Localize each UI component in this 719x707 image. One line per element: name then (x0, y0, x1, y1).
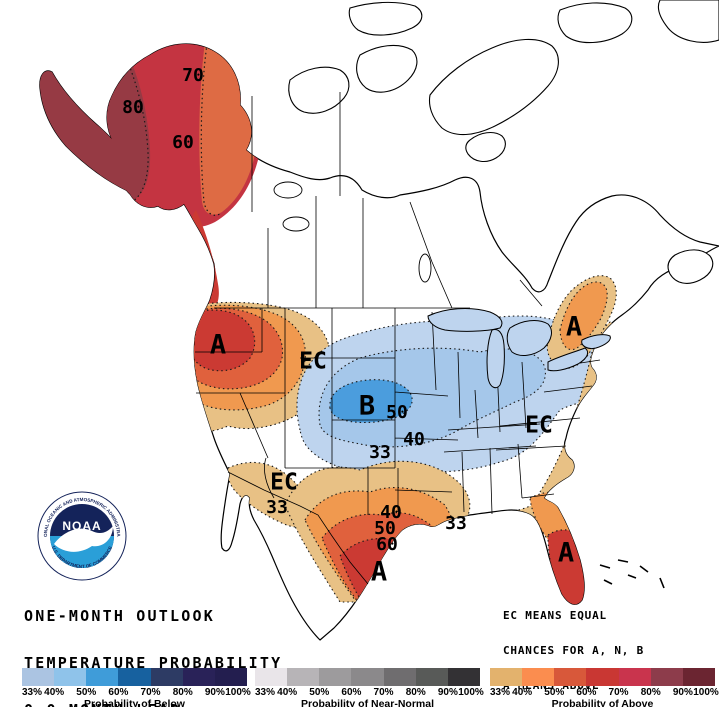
map-label-below-b: B (358, 390, 376, 422)
noaa-logo: NOAA NATIONAL OCEANIC AND ATMOSPHERIC AD… (0, 0, 127, 581)
colorbar-tick: 50% (309, 687, 330, 698)
map-label-ec-west: EC (299, 348, 327, 375)
colorbar-below: 33% 40% 50% 60% 70% 80% 90% 100% Probability of… (21, 664, 251, 707)
map-label-texas-60: 60 (376, 534, 398, 555)
title-block: ONE-MONTH OUTLOOK TEMPERATURE PROBABILIT… (24, 577, 282, 707)
canadian-lakes (273, 181, 432, 283)
map-label-texas-40: 40 (380, 502, 402, 523)
colorbar-below-segments (22, 668, 247, 686)
colorbar-near-normal-segments (255, 668, 480, 686)
colorbar-segment (118, 668, 151, 686)
map-label-center-40: 40 (403, 429, 425, 450)
colorbar-segment (447, 668, 480, 686)
colorbar-segment (618, 668, 651, 686)
title-line-2: TEMPERATURE PROBABILITY (24, 653, 283, 672)
arctic-islands (288, 0, 719, 284)
colorbar-near-normal-ticks: 33% 40% 50% 60% 70% 80% 90% 100% (254, 687, 484, 698)
map-label-florida-a: A (557, 537, 575, 569)
colorbar-tick: 40% (512, 687, 533, 698)
colorbar-segment (214, 668, 247, 686)
noaa-bird-icon (54, 526, 113, 552)
map-label-center-33: 33 (369, 442, 391, 463)
colorbar-tick: 33% (489, 687, 511, 698)
colorbar-tick: 100% (225, 687, 251, 698)
colorbar-segment (86, 668, 119, 686)
map-label-southwest-33: 33 (266, 497, 288, 518)
colorbar-segment (54, 668, 87, 686)
colorbar-above-ticks: 33% 40% 50% 60% 70% 80% 90% 100% (489, 687, 719, 698)
colorbar-segment (682, 668, 715, 686)
noaa-arc-top-text: NATIONAL OCEANIC AND ATMOSPHERIC ADMINIS… (0, 0, 121, 537)
colorbar-segment (150, 668, 183, 686)
colorbar-segment (22, 668, 55, 686)
bahamas-islands (599, 559, 665, 589)
colorbar-segment (383, 668, 416, 686)
map-label-pnw-a: A (209, 329, 227, 361)
colorbar-segment (490, 668, 523, 686)
colorbar-tick: 70% (373, 687, 394, 698)
colorbar-segment (650, 668, 683, 686)
colorbar-tick: 60% (341, 687, 362, 698)
colorbar-segment (522, 668, 555, 686)
map-label-gulf-33: 33 (445, 513, 467, 534)
map-label-alaska-80: 80 (122, 97, 144, 118)
colorbar-below-ticks: 33% 40% 50% 60% 70% 80% 90% 100% (21, 687, 251, 698)
colorbar-tick: 90% (672, 687, 693, 698)
map-label-texas-50: 50 (374, 518, 396, 539)
great-lakes (427, 308, 611, 389)
colorbar-above-label: Probability of Above (551, 698, 654, 707)
title-line-1: ONE-MONTH OUTLOOK (24, 606, 215, 625)
colorbar-above: 33% 40% 50% 60% 70% 80% 90% 100% Probability of… (489, 664, 719, 707)
map-label-northeast-a: A (565, 311, 583, 343)
colorbar-tick: 70% (140, 687, 161, 698)
legend-line-2: CHANCES FOR A, N, B (503, 643, 645, 657)
colorbar-tick: 100% (458, 687, 484, 698)
colorbar-above-segments (490, 668, 715, 686)
colorbar-tick: 90% (437, 687, 458, 698)
colorbar-segment (415, 668, 448, 686)
colorbar-tick: 70% (608, 687, 629, 698)
colorbar-tick: 80% (172, 687, 193, 698)
colorbar-tick: 90% (204, 687, 225, 698)
state-borders (195, 92, 601, 585)
colorbar-segment (351, 668, 384, 686)
colorbar-segment (182, 668, 215, 686)
colorbar-tick: 40% (277, 687, 298, 698)
region-pnw-red (183, 309, 256, 372)
colorbar-tick: 40% (44, 687, 65, 698)
region-northeast-orange (559, 281, 608, 351)
colorbar-tick: 100% (693, 687, 719, 698)
colorbar-segment (287, 668, 320, 686)
colorbar-tick: 33% (21, 687, 43, 698)
colorbar-tick: 50% (544, 687, 565, 698)
colorbar-tick: 33% (254, 687, 276, 698)
colorbar-segment (255, 668, 288, 686)
colorbar-near-normal: 33% 40% 50% 60% 70% 80% 90% 100% Probability of… (254, 664, 484, 707)
colorbar-tick: 80% (640, 687, 661, 698)
colorbar-near-normal-label: Probability of Near-Normal (300, 698, 435, 707)
region-below-core (329, 379, 413, 424)
colorbar-tick: 50% (76, 687, 97, 698)
title-line-3: 0.0 MONTH LEAD (24, 703, 282, 707)
map-label-ec-southwest: EC (270, 469, 298, 496)
map-label-texas-a: A (370, 556, 388, 588)
colorbar-segment (586, 668, 619, 686)
colorbar-segment (319, 668, 352, 686)
colorbar-tick: 60% (576, 687, 597, 698)
map-label-alaska-60: 60 (172, 132, 194, 153)
legend-line-1: EC MEANS EQUAL (503, 608, 607, 622)
map-label-ec-east: EC (525, 412, 553, 439)
map-label-alaska-70: 70 (182, 65, 204, 86)
noaa-logo-text: NOAA (62, 519, 101, 533)
colorbar-tick: 60% (108, 687, 129, 698)
colorbar-tick: 80% (405, 687, 426, 698)
colorbar-below-label: Probability of Below (84, 698, 185, 707)
colorbar-segment (554, 668, 587, 686)
map-label-center-50: 50 (386, 402, 408, 423)
